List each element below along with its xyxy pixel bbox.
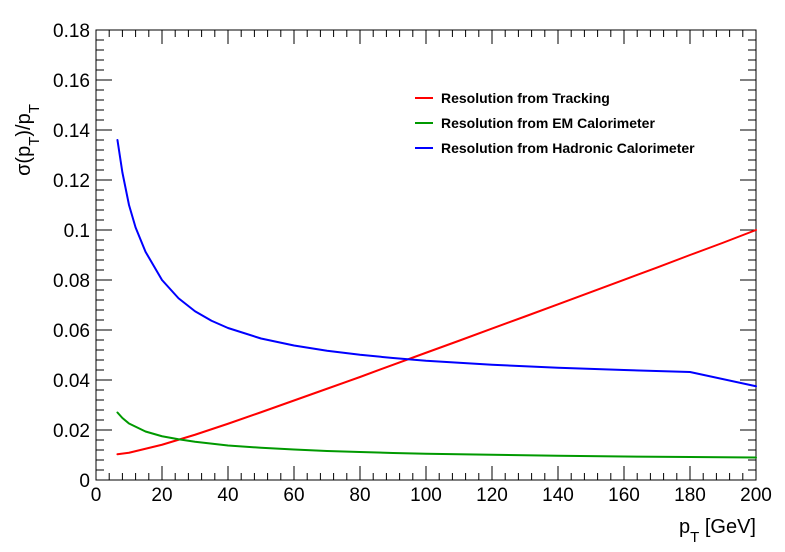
axis-ticks [95, 29, 757, 481]
x-tick-label: 40 [217, 485, 238, 506]
x-axis-title: pT [GeV] [679, 516, 756, 546]
series-lines [116, 139, 757, 459]
series-line-1 [116, 411, 757, 459]
y-tick-label: 0.1 [64, 221, 90, 242]
y-tick-label: 0.08 [53, 271, 90, 292]
y-tick-label: 0 [79, 471, 90, 492]
legend: Resolution from Tracking Resolution from … [415, 90, 695, 156]
legend-label-0: Resolution from Tracking [441, 90, 610, 106]
x-tick-label: 180 [674, 485, 706, 506]
x-tick-label: 0 [91, 485, 102, 506]
x-tick-label: 140 [542, 485, 574, 506]
y-tick-labels: 0 0.02 0.04 0.06 0.08 0.1 0.12 0.14 0.16 0.18 [53, 21, 90, 492]
legend-label-2: Resolution from Hadronic Calorimeter [441, 140, 695, 156]
y-tick-label: 0.14 [53, 121, 90, 142]
x-tick-label: 120 [476, 485, 508, 506]
y-tick-label: 0.06 [53, 321, 90, 342]
x-tick-label: 200 [740, 485, 772, 506]
y-tick-label: 0.16 [53, 71, 90, 92]
y-tick-label: 0.04 [53, 371, 90, 392]
x-tick-label: 20 [151, 485, 172, 506]
x-tick-labels: 0 20 40 60 80 100 120 140 160 180 200 [91, 485, 772, 506]
y-tick-label: 0.02 [53, 421, 90, 442]
x-tick-label: 60 [283, 485, 304, 506]
y-tick-label: 0.12 [53, 171, 90, 192]
x-tick-label: 160 [608, 485, 640, 506]
series-line-2 [116, 139, 757, 388]
x-tick-label: 80 [349, 485, 370, 506]
legend-label-1: Resolution from EM Calorimeter [441, 115, 655, 131]
y-axis-title: σ(pT)/pT [13, 104, 43, 176]
series-line-0 [116, 229, 757, 456]
x-tick-label: 100 [410, 485, 442, 506]
y-tick-label: 0.18 [53, 21, 90, 42]
